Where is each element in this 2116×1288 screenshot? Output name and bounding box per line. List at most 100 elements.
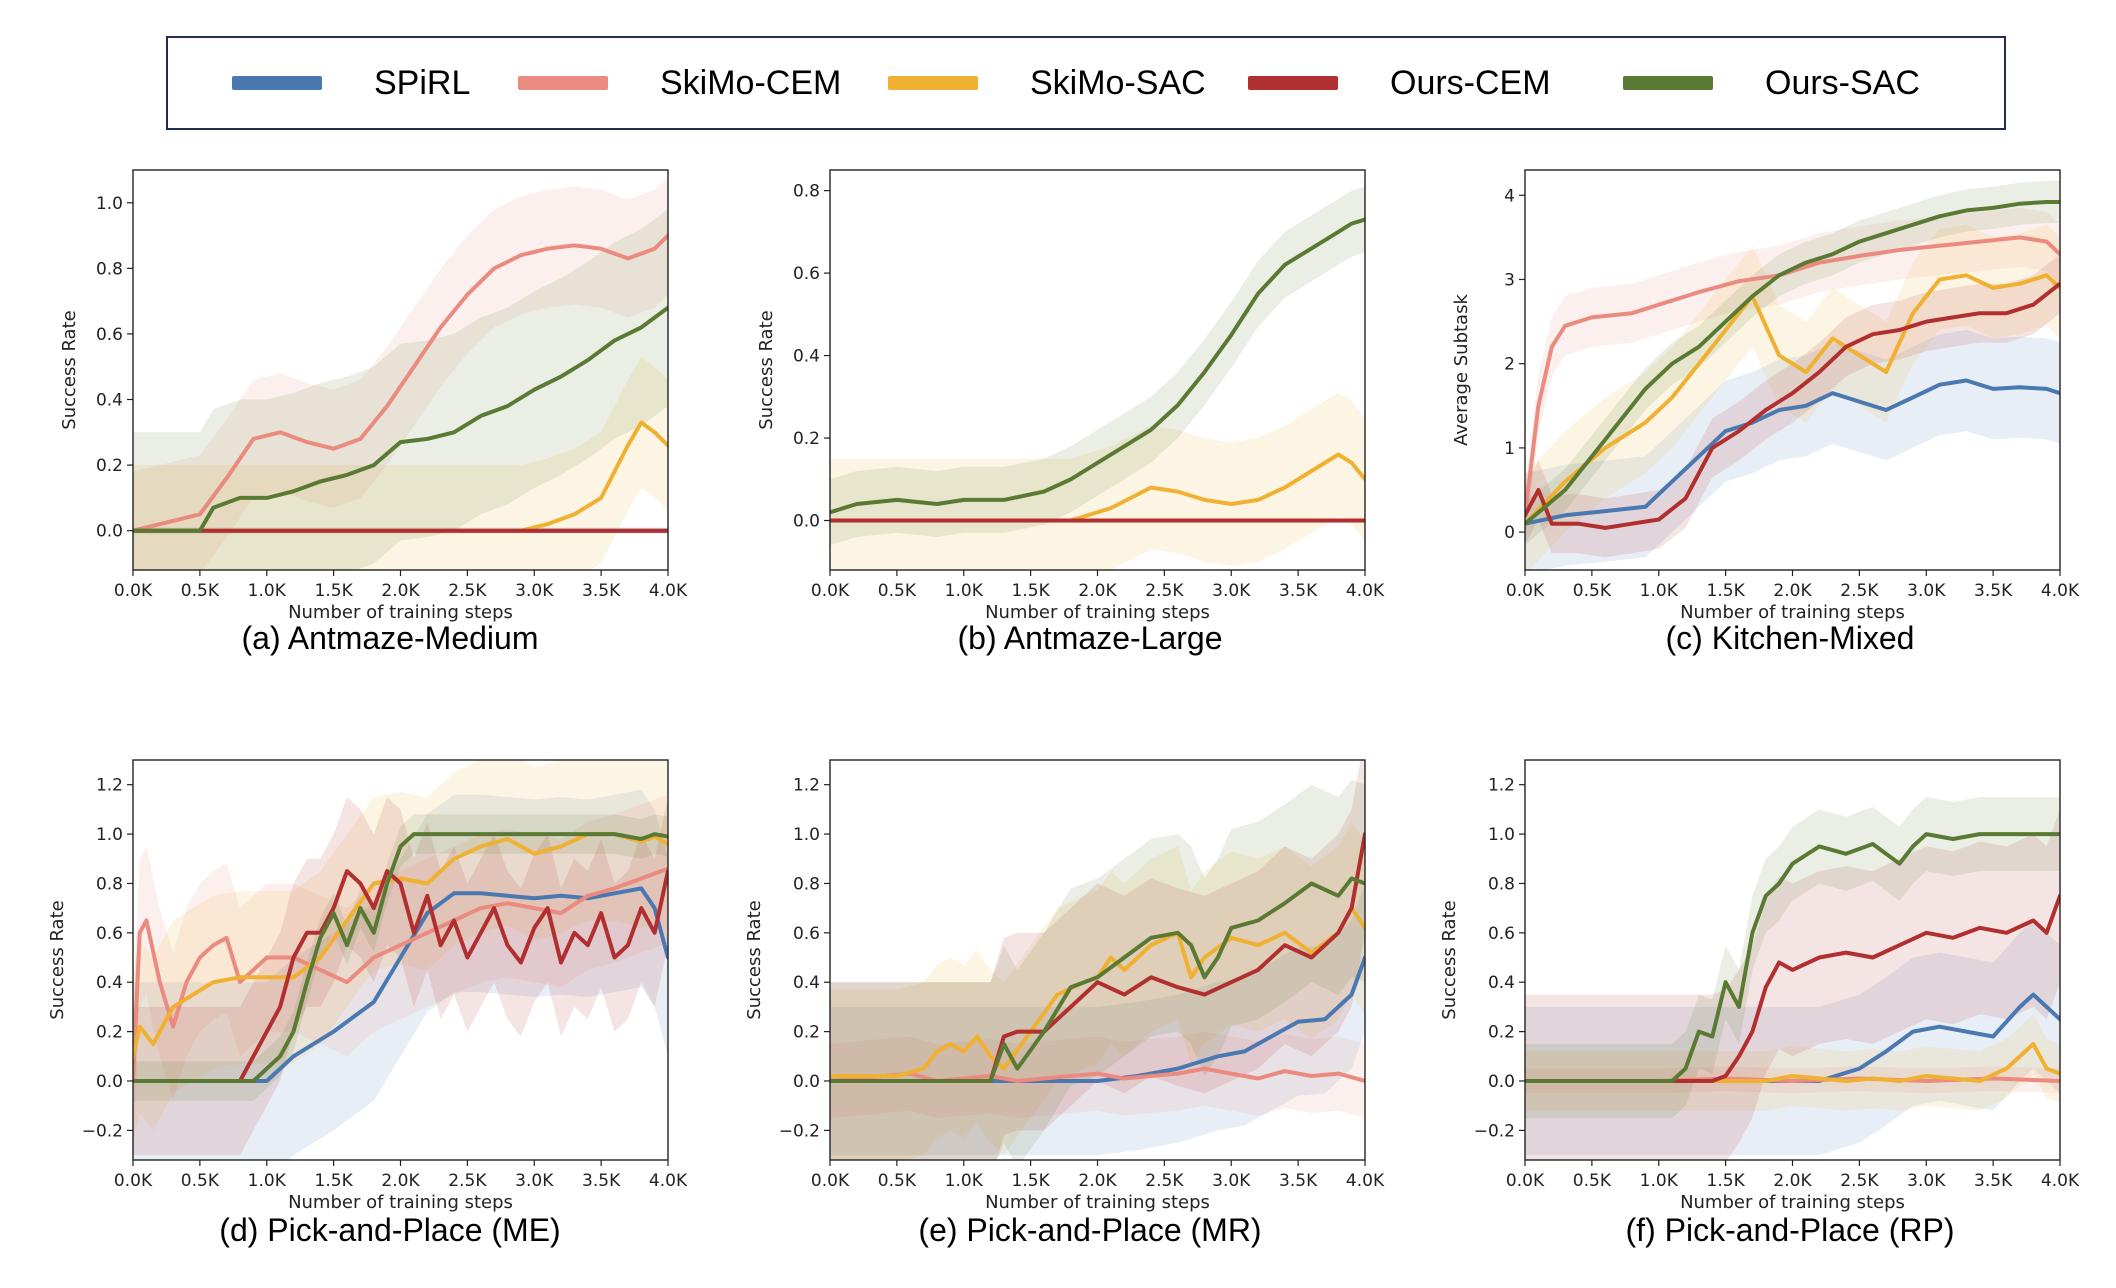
x-tick-label: 2.5K xyxy=(448,1171,487,1191)
series-line-skimo-cem xyxy=(830,1066,1365,1083)
y-tick-label: 0.2 xyxy=(793,1023,820,1043)
series-line-ours-cem xyxy=(830,832,1365,1083)
y-tick-label: 0.4 xyxy=(1488,973,1515,993)
series-line-ours-sac xyxy=(830,876,1365,1083)
y-axis-title: Average Subtask xyxy=(1451,294,1472,446)
series-line-ours-sac xyxy=(1525,832,2060,1083)
series-line-ours-cem xyxy=(1525,281,2060,530)
legend-item-ours-sac: Ours-SAC xyxy=(1623,38,1920,128)
x-tick-label: 1.5K xyxy=(1012,581,1051,601)
y-axis-title: Success Rate xyxy=(47,900,68,1019)
y-tick-label: 1.2 xyxy=(1488,776,1515,796)
series-line-skimo-sac xyxy=(1525,273,2060,526)
series-line-skimo-cem xyxy=(133,233,668,533)
band-skimo-sac xyxy=(1525,1014,2060,1111)
y-tick-label: 0.4 xyxy=(793,347,820,367)
x-tick-label: 0.5K xyxy=(181,581,220,601)
x-tick-label: 2.0K xyxy=(1078,1171,1117,1191)
plot-area xyxy=(133,760,668,1160)
series-line-spirl xyxy=(1525,992,2060,1083)
x-tick-label: 1.5K xyxy=(315,581,354,601)
band-ours-cem xyxy=(1525,809,2060,1160)
legend-item-skimo-sac: SkiMo-SAC xyxy=(888,38,1206,128)
band-ours-sac xyxy=(1525,180,2060,545)
chart-caption: (b) Antmaze-Large xyxy=(957,620,1223,656)
legend-item-ours-cem: Ours-CEM xyxy=(1248,38,1551,128)
x-tick-label: 2.0K xyxy=(381,1171,420,1191)
band-skimo-cem xyxy=(1525,207,2060,545)
legend-swatch xyxy=(888,76,978,90)
band-ours-cem xyxy=(1525,254,2060,558)
y-tick-label: −0.2 xyxy=(82,1121,123,1141)
series-line-skimo-sac xyxy=(830,452,1365,523)
y-tick-label: 0.8 xyxy=(793,874,820,894)
x-tick-label: 2.0K xyxy=(1773,581,1812,601)
x-tick-label: 0.0K xyxy=(1506,581,1545,601)
legend-label: Ours-SAC xyxy=(1765,63,1920,102)
y-tick-label: 0.2 xyxy=(1488,1023,1515,1043)
band-skimo-cem xyxy=(133,176,668,570)
series-line-skimo-cem xyxy=(1525,235,2060,518)
series-line-ours-cem xyxy=(133,869,668,1083)
x-tick-label: 0.5K xyxy=(1573,581,1612,601)
y-tick-label: 0.0 xyxy=(793,512,820,532)
x-tick-label: 1.0K xyxy=(248,581,287,601)
y-tick-label: 0.2 xyxy=(793,429,820,449)
x-tick-label: 1.5K xyxy=(1012,1171,1051,1191)
y-tick-label: 1 xyxy=(1504,439,1515,459)
series-line-skimo-sac xyxy=(1525,1042,2060,1083)
x-axis-title: Number of training steps xyxy=(1680,602,1905,623)
x-tick-label: 1.5K xyxy=(1707,1171,1746,1191)
x-tick-label: 0.5K xyxy=(878,1171,917,1191)
band-skimo-sac xyxy=(1525,224,2060,570)
y-tick-label: 0.6 xyxy=(96,924,123,944)
chart-caption: (f) Pick-and-Place (RP) xyxy=(1625,1212,1955,1248)
plot-area xyxy=(830,186,1365,570)
plot-area xyxy=(830,760,1365,1160)
x-tick-label: 2.5K xyxy=(1145,581,1184,601)
x-axis-title: Number of training steps xyxy=(985,1192,1210,1213)
x-tick-label: 3.0K xyxy=(515,581,554,601)
x-tick-label: 2.0K xyxy=(381,581,420,601)
band-ours-sac xyxy=(133,814,668,1101)
x-tick-label: 3.0K xyxy=(1907,1171,1946,1191)
band-spirl xyxy=(830,883,1365,1156)
x-tick-label: 1.0K xyxy=(1640,581,1679,601)
x-tick-label: 2.5K xyxy=(448,581,487,601)
x-tick-label: 4.0K xyxy=(1346,581,1385,601)
y-tick-label: 0.4 xyxy=(793,973,820,993)
y-tick-label: 1.0 xyxy=(96,825,123,845)
series-line-ours-sac xyxy=(133,832,668,1083)
plot-area xyxy=(133,176,668,570)
x-tick-label: 1.0K xyxy=(248,1171,287,1191)
x-tick-label: 4.0K xyxy=(2041,581,2080,601)
y-tick-label: 1.0 xyxy=(1488,825,1515,845)
band-ours-cem xyxy=(133,797,668,1156)
x-tick-label: 2.5K xyxy=(1145,1171,1184,1191)
band-skimo-sac xyxy=(830,821,1365,1160)
legend-label: Ours-CEM xyxy=(1390,63,1551,102)
legend-item-skimo-cem: SkiMo-CEM xyxy=(518,38,841,128)
x-axis-title: Number of training steps xyxy=(1680,1192,1905,1213)
x-tick-label: 3.0K xyxy=(1907,581,1946,601)
x-tick-label: 0.5K xyxy=(878,581,917,601)
x-tick-label: 4.0K xyxy=(649,1171,688,1191)
x-tick-label: 0.0K xyxy=(811,1171,850,1191)
y-tick-label: 0.0 xyxy=(96,522,123,542)
band-ours-cem xyxy=(830,760,1365,1160)
y-tick-label: 1.2 xyxy=(96,776,123,796)
band-ours-sac xyxy=(830,186,1365,546)
series-line-spirl xyxy=(1525,378,2060,526)
y-tick-label: 0.2 xyxy=(96,1023,123,1043)
y-tick-label: 0.4 xyxy=(96,391,123,411)
series-line-ours-sac xyxy=(133,305,668,533)
x-tick-label: 1.0K xyxy=(1640,1171,1679,1191)
x-tick-label: 0.5K xyxy=(181,1171,220,1191)
x-tick-label: 4.0K xyxy=(2041,1171,2080,1191)
band-ours-sac xyxy=(830,779,1365,1160)
x-tick-label: 1.0K xyxy=(945,581,984,601)
legend-swatch xyxy=(232,76,322,90)
y-tick-label: 0.6 xyxy=(1488,924,1515,944)
